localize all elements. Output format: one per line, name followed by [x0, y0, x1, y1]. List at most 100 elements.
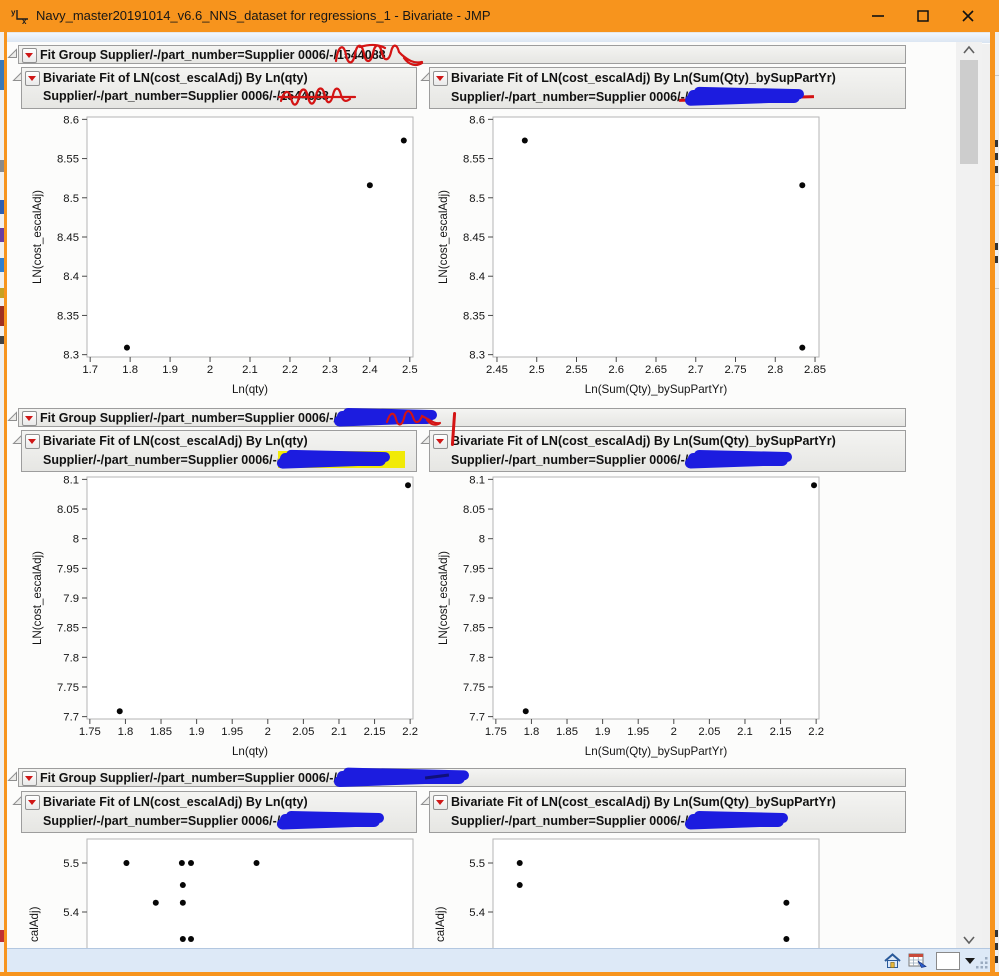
red-triangle-menu-button[interactable] [22, 411, 37, 426]
scroll-thumb[interactable] [960, 60, 978, 164]
svg-text:5.5: 5.5 [63, 858, 79, 870]
fit-group: Fit Group Supplier/-/part_number=Supplie… [7, 405, 956, 765]
blue-marker-redaction [336, 411, 433, 424]
svg-text:2.65: 2.65 [645, 364, 667, 376]
svg-text:5.4: 5.4 [63, 907, 79, 919]
svg-text:8.1: 8.1 [63, 475, 79, 486]
svg-text:2.45: 2.45 [486, 364, 508, 376]
data-table-icon[interactable] [908, 953, 927, 970]
svg-text:2.05: 2.05 [698, 726, 720, 738]
svg-text:1.9: 1.9 [162, 364, 178, 376]
svg-text:Ln(qty): Ln(qty) [232, 745, 268, 758]
home-icon[interactable] [884, 953, 901, 968]
svg-text:2.75: 2.75 [725, 364, 747, 376]
red-triangle-icon [25, 53, 33, 58]
panel-title: Bivariate Fit of LN(cost_escalAdj) By Ln… [43, 795, 308, 809]
scroll-up-button[interactable] [956, 42, 982, 59]
svg-text:2: 2 [207, 364, 213, 376]
red-triangle-icon [28, 76, 36, 81]
svg-text:7.75: 7.75 [463, 682, 485, 694]
resize-grip[interactable] [975, 955, 989, 969]
svg-text:8: 8 [73, 534, 79, 546]
svg-text:7.9: 7.9 [63, 593, 79, 605]
red-triangle-menu-button[interactable] [25, 434, 40, 449]
red-triangle-menu-button[interactable] [433, 434, 448, 449]
minimize-button[interactable] [856, 0, 901, 32]
red-triangle-menu-button[interactable] [433, 71, 448, 86]
blue-marker-redaction [688, 90, 801, 103]
fit-group-header[interactable]: Fit Group Supplier/-/part_number=Supplie… [18, 408, 906, 447]
blue-marker-redaction [280, 814, 381, 827]
dropdown-arrow-icon[interactable] [965, 958, 975, 964]
maximize-button[interactable] [901, 0, 946, 32]
svg-text:2.2: 2.2 [808, 726, 824, 738]
vertical-scrollbar[interactable] [956, 42, 982, 948]
panel-title: Bivariate Fit of LN(cost_escalAdj) By Ln… [451, 71, 836, 85]
scatter-plot[interactable]: 7.7 7.75 7.8 7.85 7.9 7.95 8 8.05 8.1 1.75 1.8 1.85… [427, 475, 827, 763]
svg-text:x: x [22, 17, 27, 25]
bivariate-panel-header[interactable]: Bivariate Fit of LN(cost_escalAdj) By Ln… [21, 67, 417, 109]
close-button[interactable] [946, 0, 991, 32]
bivariate-panel-header[interactable]: Bivariate Fit of LN(cost_escalAdj) By Ln… [21, 430, 417, 472]
svg-text:8.55: 8.55 [463, 154, 485, 166]
red-triangle-menu-button[interactable] [22, 771, 37, 786]
bivariate-panel-header[interactable]: Bivariate Fit of LN(cost_escalAdj) By Ln… [21, 791, 417, 833]
bivariate-panel-header[interactable]: Bivariate Fit of LN(cost_escalAdj) By Ln… [429, 67, 906, 109]
scroll-down-button[interactable] [956, 931, 982, 948]
svg-text:8.55: 8.55 [57, 154, 79, 166]
bivariate-panel-header[interactable]: Bivariate Fit of LN(cost_escalAdj) By Ln… [429, 430, 906, 472]
svg-text:8.5: 8.5 [63, 193, 79, 205]
disclosure-triangle-icon[interactable] [7, 771, 18, 782]
red-triangle-menu-button[interactable] [25, 795, 40, 810]
panel-subtitle: Supplier/-/part_number=Supplier 0006/-/ [451, 813, 785, 828]
svg-text:2.6: 2.6 [608, 364, 624, 376]
background-window-sliver-right [995, 32, 999, 976]
redacted-part-number [336, 770, 465, 785]
fit-group-header-label: Fit Group Supplier/-/part_number=Supplie… [40, 771, 337, 785]
panel-subtitle: Supplier/-/part_number=Supplier 0006/-/ [451, 89, 815, 104]
redacted-part-number [278, 451, 406, 468]
svg-text:1.75: 1.75 [79, 726, 101, 738]
scatter-plot[interactable]: 5.5 5.4 calAdj) [21, 836, 421, 948]
svg-text:7.9: 7.9 [469, 593, 485, 605]
disclosure-triangle-icon[interactable] [7, 48, 18, 59]
svg-text:LN(cost_escalAdj): LN(cost_escalAdj) [437, 551, 450, 645]
red-triangle-menu-button[interactable] [22, 48, 37, 63]
scatter-plot[interactable]: 7.7 7.75 7.8 7.85 7.9 7.95 8 8.05 8.1 1.75 1.8 1.85… [21, 475, 421, 763]
svg-text:2.1: 2.1 [242, 364, 258, 376]
scatter-plot[interactable]: 8.3 8.35 8.4 8.45 8.5 8.55 8.6 2.45 2.5 2.55 2.6 2.… [427, 110, 827, 402]
svg-text:1.9: 1.9 [189, 726, 205, 738]
scatter-plot[interactable]: 5.5 5.4 calAdj) [427, 836, 827, 948]
svg-text:1.95: 1.95 [221, 726, 243, 738]
svg-text:7.8: 7.8 [469, 652, 485, 664]
panel-subtitle: Supplier/-/part_number=Supplier 0006/-/ [43, 451, 406, 468]
svg-text:1.9: 1.9 [595, 726, 611, 738]
svg-text:2.5: 2.5 [402, 364, 418, 376]
red-triangle-icon [436, 76, 444, 81]
svg-text:2.15: 2.15 [770, 726, 792, 738]
svg-text:7.85: 7.85 [463, 623, 485, 635]
svg-text:LN(cost_escalAdj): LN(cost_escalAdj) [437, 190, 450, 284]
svg-text:2.7: 2.7 [688, 364, 704, 376]
svg-text:2.1: 2.1 [737, 726, 753, 738]
fit-group-header[interactable]: Fit Group Supplier/-/part_number=Supplie… [18, 768, 906, 787]
svg-text:2.8: 2.8 [767, 364, 783, 376]
svg-text:8.35: 8.35 [57, 310, 79, 322]
svg-text:1.8: 1.8 [524, 726, 540, 738]
scatter-plot[interactable]: 8.3 8.35 8.4 8.45 8.5 8.55 8.6 1.7 1.8 1.9 2 2.1 2.2… [21, 110, 421, 402]
red-triangle-menu-button[interactable] [25, 71, 40, 86]
bivariate-panel-header[interactable]: Bivariate Fit of LN(cost_escalAdj) By Ln… [429, 791, 906, 833]
red-triangle-menu-button[interactable] [433, 795, 448, 810]
fit-group: Fit Group Supplier/-/part_number=Supplie… [7, 42, 956, 405]
svg-text:1.85: 1.85 [150, 726, 172, 738]
disclosure-triangle-icon[interactable] [7, 411, 18, 422]
svg-text:8.3: 8.3 [63, 350, 79, 362]
svg-text:8.45: 8.45 [57, 232, 79, 244]
svg-text:2: 2 [671, 726, 677, 738]
red-triangle-icon [436, 800, 444, 805]
svg-text:2.2: 2.2 [402, 726, 418, 738]
fit-group-header[interactable]: Fit Group Supplier/-/part_number=Supplie… [18, 43, 906, 67]
zoom-selector-box[interactable] [936, 952, 960, 970]
panel-subtitle: Supplier/-/part_number=Supplier 0006/-/ [43, 813, 381, 828]
svg-text:8.1: 8.1 [469, 475, 485, 486]
